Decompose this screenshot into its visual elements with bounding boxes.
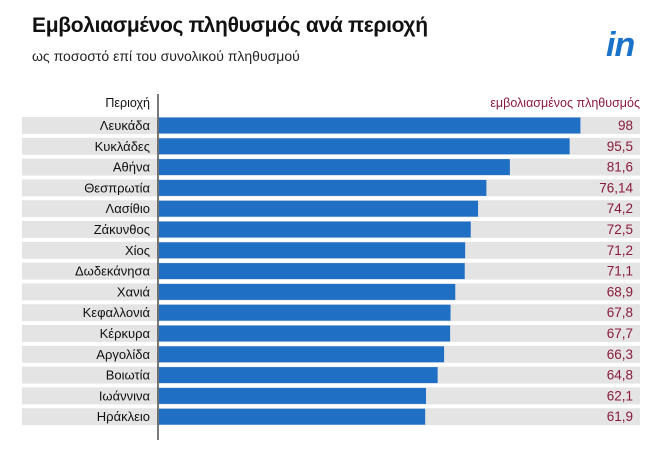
value-label: 71,1 xyxy=(607,264,633,279)
bar xyxy=(159,325,451,342)
value-label: 68,9 xyxy=(607,284,633,299)
value-label: 62,1 xyxy=(607,388,633,403)
value-label: 72,5 xyxy=(607,222,633,237)
value-label: 74,2 xyxy=(607,201,633,216)
value-label: 81,6 xyxy=(607,160,633,175)
bar xyxy=(159,263,465,280)
category-label: Λευκάδα xyxy=(100,118,151,133)
bar xyxy=(159,159,510,176)
bar xyxy=(159,408,426,425)
value-column-header: εμβολιασμένος πληθυσμός xyxy=(490,96,640,110)
value-label: 71,2 xyxy=(607,243,633,258)
category-label: Λασίθιο xyxy=(106,201,150,216)
bar xyxy=(159,179,487,196)
category-label: Θεσπρωτία xyxy=(84,180,150,195)
value-label: 95,5 xyxy=(607,139,633,154)
category-label: Ζάκυνθος xyxy=(94,222,150,237)
bar xyxy=(159,117,581,134)
bar xyxy=(159,221,471,238)
bar xyxy=(159,242,466,259)
value-label: 66,3 xyxy=(607,347,633,362)
category-label: Βοιωτία xyxy=(106,368,151,383)
chart-title: Εμβολιασμένος πληθυσμός ανά περιοχή xyxy=(32,14,428,37)
category-label: Ηράκλειο xyxy=(97,409,150,424)
category-label: Χανιά xyxy=(117,284,151,299)
category-label: Κέρκυρα xyxy=(100,326,151,341)
bar xyxy=(159,367,438,384)
category-label: Αθήνα xyxy=(113,160,151,175)
category-label: Αργολίδα xyxy=(96,347,150,362)
value-label: 64,8 xyxy=(607,368,633,383)
value-label: 67,8 xyxy=(607,305,633,320)
bar xyxy=(159,283,456,300)
category-label: Χίος xyxy=(125,243,150,258)
category-label: Κεφαλλονιά xyxy=(83,305,151,320)
category-label: Κυκλάδες xyxy=(95,139,150,154)
category-label: Ιωάννινα xyxy=(99,388,151,403)
in-logo: in xyxy=(606,26,635,64)
value-label: 67,7 xyxy=(607,326,633,341)
bar xyxy=(159,200,479,217)
chart-subtitle: ως ποσοστό επί του συνολικού πληθυσμού xyxy=(32,48,300,64)
bar xyxy=(159,346,445,363)
value-label: 61,9 xyxy=(607,409,633,424)
bar xyxy=(159,138,570,155)
value-label: 98 xyxy=(618,118,633,133)
bar xyxy=(159,387,427,404)
category-axis-header: Περιοχή xyxy=(105,96,150,110)
bar xyxy=(159,304,451,321)
value-label: 76,14 xyxy=(599,180,633,195)
category-label: Δωδεκάνησα xyxy=(75,264,150,279)
